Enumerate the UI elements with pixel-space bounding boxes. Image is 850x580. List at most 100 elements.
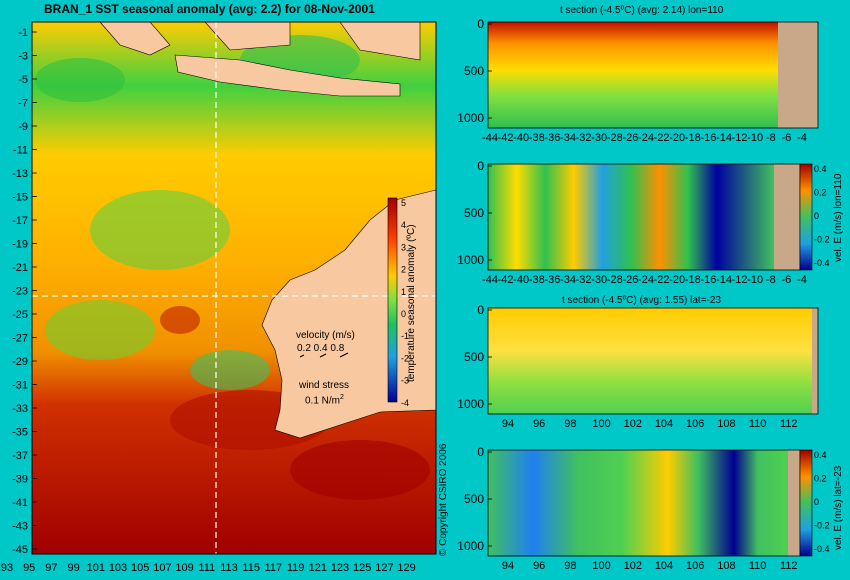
anomaly-patch [90, 190, 230, 270]
panel4-colorbar [799, 449, 813, 557]
lon-tick-label: 127 [375, 562, 393, 574]
map-lat-ticks: -1 -3 -5 -7 -9 -11 -13 -15 -17 -19 -21 -23 -25 -27 -29… [12, 27, 37, 556]
depth-tick-label: 1000 [457, 397, 484, 411]
colorbar-tick-label: 5 [401, 198, 406, 208]
lat-tick-label: -17 [12, 215, 28, 227]
vel-colorbar-tick-label: 0.2 [814, 474, 827, 484]
lon-tick-label: 103 [109, 562, 127, 574]
colorbar-tick-label: -3 [401, 376, 409, 386]
x-tick-label: 112 [780, 418, 798, 430]
lon-tick-label: 111 [198, 562, 215, 574]
x-tick-label: 106 [686, 560, 704, 572]
x-tick-label: -16 [700, 132, 716, 144]
x-tick-label: 104 [655, 560, 673, 572]
lat-tick-label: -23 [12, 286, 28, 298]
x-tick-label: 94 [502, 418, 514, 430]
vel-colorbar-tick-label: 0 [814, 497, 819, 507]
colorbar-tick-label: -2 [401, 353, 409, 363]
x-tick-label: -32 [576, 132, 592, 144]
x-tick-label: 96 [533, 418, 545, 430]
x-tick-label: 112 [780, 560, 798, 572]
x-tick-label: -32 [576, 274, 592, 286]
x-tick-label: -22 [654, 132, 670, 144]
vel-colorbar-tick-label: -0.4 [814, 258, 830, 268]
depth-tick-label: 1000 [457, 111, 484, 125]
lat-tick-label: -37 [12, 450, 28, 462]
x-tick-label: 100 [592, 560, 610, 572]
panel3-frame [487, 307, 819, 415]
x-tick-label: 104 [655, 418, 673, 430]
lon-tick-label: 109 [175, 562, 193, 574]
sst-colorbar-label: temperature seasonal anomaly (ºC) [406, 224, 417, 382]
lat-tick-label: -45 [12, 544, 28, 556]
lon-tick-label: 95 [23, 562, 35, 574]
panel2-field [488, 164, 774, 270]
x-tick-label: -24 [638, 274, 654, 286]
lon-tick-label: 125 [353, 562, 371, 574]
x-tick-label: -18 [685, 274, 701, 286]
panel4-field [488, 450, 788, 556]
x-tick-label: -38 [529, 132, 545, 144]
x-tick-label: 96 [533, 560, 545, 572]
panel1-field [488, 22, 778, 128]
vel-colorbar-tick-label: 0.2 [814, 188, 827, 198]
lat-tick-label: -9 [18, 121, 28, 133]
lat-tick-label: -15 [12, 192, 28, 204]
depth-tick-label: 0 [477, 445, 484, 459]
x-tick-label: -40 [513, 132, 529, 144]
x-tick-label: -12 [732, 274, 748, 286]
lat-tick-label: -1 [18, 27, 28, 39]
x-tick-label: -8 [766, 274, 776, 286]
vel-colorbar-tick-label: 0.4 [814, 450, 827, 460]
velocity-legend-label: velocity (m/s) [296, 330, 355, 341]
wind-legend-value: 0.1 N/m2 [305, 394, 344, 407]
panel4-land [788, 450, 800, 556]
x-tick-label: -34 [560, 132, 576, 144]
x-tick-label: -34 [560, 274, 576, 286]
x-tick-label: 102 [624, 418, 642, 430]
x-tick-label: -8 [766, 132, 776, 144]
x-tick-label: -4 [797, 132, 807, 144]
x-tick-label: -20 [669, 132, 685, 144]
map-title: BRAN_1 SST seasonal anomaly (avg: 2.2) f… [44, 2, 375, 16]
lon-tick-label: 121 [309, 562, 327, 574]
map-frame [31, 21, 437, 555]
depth-tick-label: 1000 [457, 539, 484, 553]
lat-tick-label: -11 [13, 145, 28, 157]
depth-tick-label: 0 [477, 17, 484, 31]
lon-tick-label: 113 [220, 562, 238, 574]
x-tick-label: -30 [591, 132, 607, 144]
map-lon-ticks: 93 95 97 99 101 103 105 107 109 111 113 115 117 119 12… [1, 562, 416, 574]
panel1-frame [487, 21, 819, 129]
lat-tick-label: -25 [12, 309, 28, 321]
colorbar-tick-label: -4 [401, 398, 409, 408]
lon-tick-label: 97 [45, 562, 57, 574]
lon-tick-label: 93 [1, 562, 13, 574]
depth-tick-label: 0 [477, 159, 484, 173]
x-tick-label: -26 [622, 132, 638, 144]
x-tick-label: -38 [529, 274, 545, 286]
x-tick-label: 102 [624, 560, 642, 572]
x-tick-label: -14 [716, 132, 732, 144]
panel3-land [812, 308, 818, 414]
anomaly-patch [290, 440, 430, 500]
x-tick-label: -10 [747, 132, 763, 144]
wind-legend-unit-sup: 2 [340, 394, 344, 401]
colorbar-tick-label: 0 [401, 309, 406, 319]
lon-tick-label: 123 [331, 562, 349, 574]
depth-tick-label: 500 [464, 64, 484, 78]
lat-tick-label: -35 [12, 427, 28, 439]
x-tick-label: 98 [564, 560, 576, 572]
lon-tick-label: 115 [242, 562, 260, 574]
x-tick-label: -44 [482, 132, 498, 144]
x-tick-label: -6 [782, 274, 792, 286]
x-tick-label: -28 [607, 132, 623, 144]
colorbar-tick-label: 3 [401, 242, 406, 252]
lat-tick-label: -41 [12, 497, 28, 509]
lon-tick-label: 107 [153, 562, 171, 574]
velocity-legend-values: 0.2 0.4 0.8 [297, 343, 345, 354]
lat-tick-label: -21 [12, 262, 28, 274]
panel3-field [488, 308, 812, 414]
x-tick-label: -44 [482, 274, 498, 286]
